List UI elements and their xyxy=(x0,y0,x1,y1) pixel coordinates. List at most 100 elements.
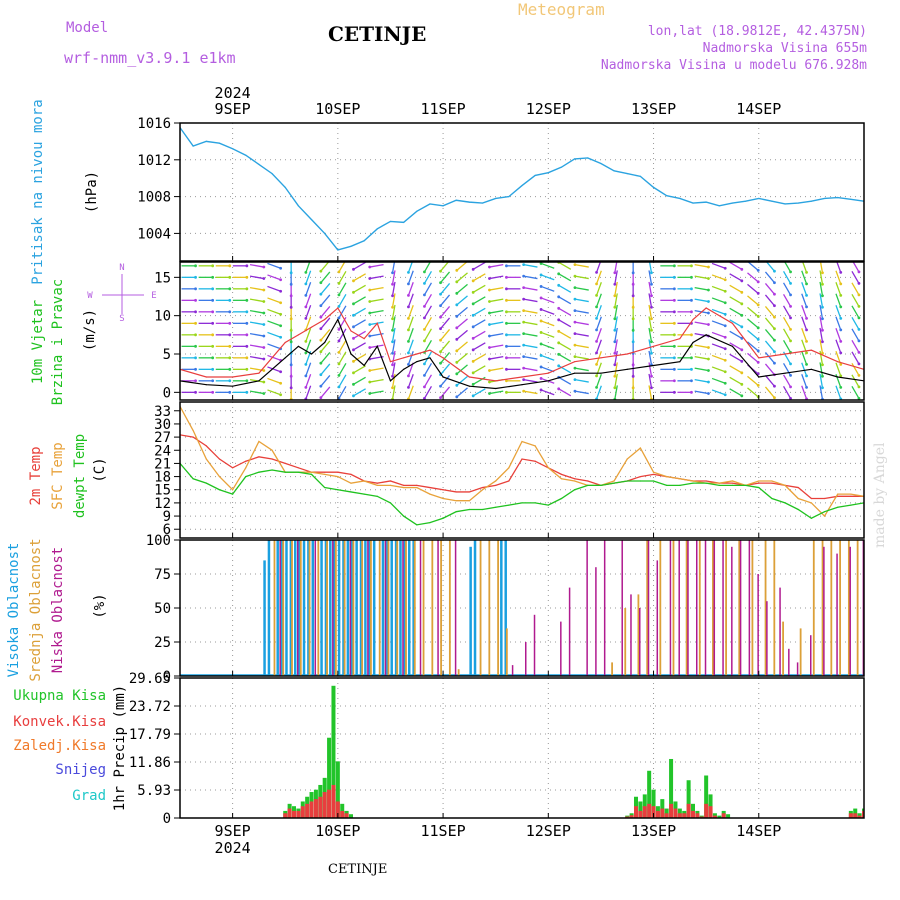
wind-arrow-head xyxy=(650,271,653,275)
cloud-low-bar xyxy=(731,546,733,676)
wind-arrow xyxy=(694,298,709,303)
precip-conv-bar xyxy=(309,801,314,818)
wind-arrow-head xyxy=(211,287,215,291)
wind-arrow-head xyxy=(505,356,508,360)
wind-arrow xyxy=(456,306,468,317)
temp-dewpt-line-point xyxy=(468,508,470,511)
wind-arrow-head xyxy=(337,270,341,274)
wind-arrow-head xyxy=(262,369,266,372)
wind-arrow-head xyxy=(595,363,598,366)
cloud-low-bar xyxy=(314,540,317,676)
wind-arrow xyxy=(729,284,743,293)
wind-arrow-head xyxy=(672,298,676,302)
cloud-low-bar xyxy=(454,540,457,676)
pressure-line-point xyxy=(521,184,523,187)
wind-arrow-head xyxy=(488,323,491,326)
wind-arrow-head xyxy=(455,349,459,353)
wind-arrow-head xyxy=(613,363,617,367)
cloud-mid-bar xyxy=(698,540,701,676)
wind-arrow xyxy=(407,293,414,308)
precip-total-bar xyxy=(647,770,652,818)
wind-arrow-head xyxy=(613,386,617,390)
cloud-mid-bar xyxy=(839,540,841,676)
wind-arrow-head xyxy=(245,333,249,337)
wind-arrow-head xyxy=(789,385,792,389)
wind-arrow-head xyxy=(839,294,843,297)
wind-arrow-head xyxy=(857,327,861,331)
cloud-mid-bar xyxy=(685,540,688,676)
wind-arrow-head xyxy=(228,264,232,268)
cloud-high-bar xyxy=(337,540,341,676)
wind-arrow-head xyxy=(573,309,577,313)
wind-arrow xyxy=(595,270,602,285)
wind-arrow-head xyxy=(573,297,577,301)
wind-arrow-head xyxy=(488,392,491,395)
wind-arrow xyxy=(852,262,860,273)
wind-arrow-head xyxy=(289,305,293,309)
precip-legend-item: Zaledj.Kisa xyxy=(13,738,106,754)
wind-arrow xyxy=(472,330,486,339)
wind-arrow xyxy=(267,343,281,350)
wind-arrow-head xyxy=(650,317,653,321)
wind-arrow-head xyxy=(505,264,508,268)
wind-arrow xyxy=(694,378,709,383)
wind-arrow-head xyxy=(740,302,744,306)
wind-arrow-head xyxy=(573,366,577,370)
wind-arrow-head xyxy=(319,350,323,354)
wind-arrow xyxy=(648,293,653,308)
wind-arrow-head xyxy=(805,363,808,366)
cloud-mid-bar xyxy=(738,540,741,676)
precip-legend-item: Ukupna Kisa xyxy=(13,688,106,704)
wind-arrow xyxy=(407,362,414,377)
watermark: made by Angel xyxy=(872,442,888,549)
cloud-mid-bar xyxy=(637,594,640,676)
wind-arrow xyxy=(456,364,468,375)
wind-arrow-head xyxy=(352,394,355,398)
temp-tsfc-line-point xyxy=(718,482,720,484)
precip-total-bar xyxy=(669,758,674,818)
wind-arrow xyxy=(407,262,413,273)
wind-arrow xyxy=(540,320,555,327)
ytick-label-pressure: 1012 xyxy=(137,153,171,169)
day-label-bottom: 10SEP xyxy=(315,822,360,840)
axis-ticks: 1004100810121016051015691215182124273033… xyxy=(129,116,760,827)
wind-arrow xyxy=(489,367,504,372)
wind-gust-line-point xyxy=(652,345,655,347)
ytick-label-temperature: 12 xyxy=(154,496,171,512)
wind-arrow xyxy=(648,350,653,365)
wind-arrow-head xyxy=(391,374,394,378)
wind-arrow xyxy=(558,319,572,328)
compass-west: W xyxy=(87,291,93,301)
pressure-line-point xyxy=(416,210,418,212)
temp-tsfc-line-point xyxy=(547,467,549,469)
temp-dewpt-line-point xyxy=(797,508,799,511)
wind-arrow xyxy=(782,282,792,296)
compass-east: E xyxy=(151,291,156,301)
wind-arrow xyxy=(305,305,312,319)
temp-tsfc-line-point xyxy=(850,493,852,495)
wind-arrow xyxy=(801,351,808,365)
wind-arrow xyxy=(558,262,572,270)
wind-arrow-head xyxy=(304,374,308,378)
wind-gust-line-point xyxy=(376,322,378,324)
wind-arrow-head xyxy=(595,282,598,286)
wind-arrow xyxy=(782,293,792,307)
wind-arrow xyxy=(764,386,775,399)
wind-arrow xyxy=(729,296,743,305)
precip-conv-bar xyxy=(704,803,709,818)
wind-arrow-head xyxy=(539,285,543,288)
temp-dewpt-line-point xyxy=(324,486,326,489)
wind-arrow-head xyxy=(723,381,727,385)
wind-gust-line-point xyxy=(679,338,681,340)
wind-speed-line-point xyxy=(679,361,681,363)
wind-arrow-head xyxy=(773,338,776,342)
wind-arrow xyxy=(819,350,824,365)
wind-arrow-head xyxy=(211,344,215,348)
wind-arrow-head xyxy=(522,366,526,370)
wind-arrow xyxy=(648,270,653,285)
wind-arrow xyxy=(320,375,331,387)
wind-arrow-head xyxy=(723,266,727,270)
wind-arrow-head xyxy=(423,327,426,331)
wind-arrow xyxy=(595,339,602,354)
ytick-label-wind: 0 xyxy=(163,385,171,401)
